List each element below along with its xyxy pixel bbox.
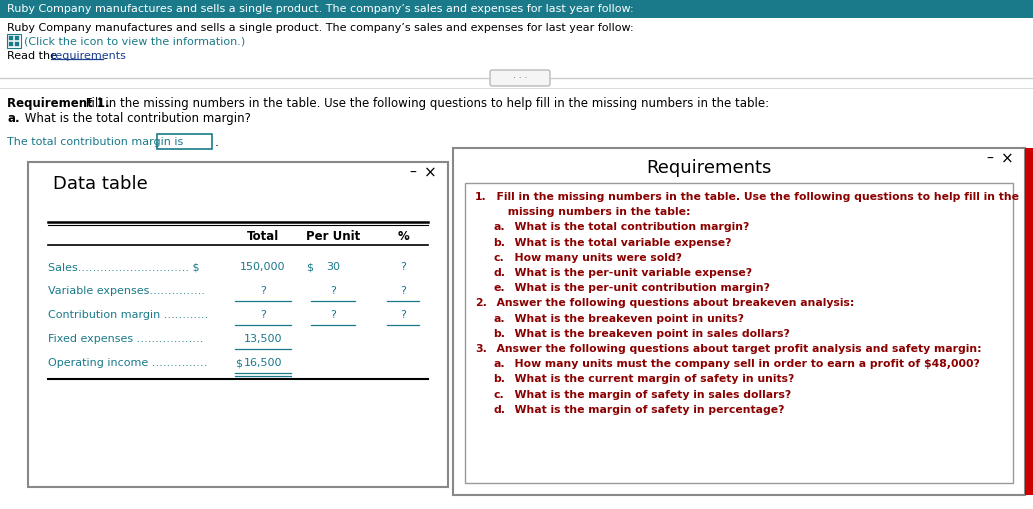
Text: Read the: Read the <box>7 51 61 61</box>
Text: How many units were sold?: How many units were sold? <box>507 253 682 263</box>
Text: ×: × <box>424 165 436 181</box>
FancyBboxPatch shape <box>1025 148 1033 495</box>
Text: ×: × <box>1001 152 1013 166</box>
Text: 2.: 2. <box>475 298 487 308</box>
FancyBboxPatch shape <box>0 0 1033 18</box>
FancyBboxPatch shape <box>8 41 12 45</box>
Text: Answer the following questions about target profit analysis and safety margin:: Answer the following questions about tar… <box>489 344 981 354</box>
Text: 3.: 3. <box>475 344 487 354</box>
Text: 1.: 1. <box>475 192 487 202</box>
Text: What is the total variable expense?: What is the total variable expense? <box>507 238 731 247</box>
Text: Sales………………………… $: Sales………………………… $ <box>48 262 199 272</box>
Text: b.: b. <box>493 238 505 247</box>
Text: a.: a. <box>7 111 20 125</box>
Text: Fill in the missing numbers in the table. Use the following questions to help fi: Fill in the missing numbers in the table… <box>82 97 770 109</box>
Text: ?: ? <box>400 310 406 320</box>
Text: d.: d. <box>493 268 505 278</box>
Text: missing numbers in the table:: missing numbers in the table: <box>489 207 690 217</box>
Text: %: % <box>397 231 409 243</box>
Text: ?: ? <box>260 286 265 296</box>
Text: ?: ? <box>260 310 265 320</box>
Text: · · ·: · · · <box>512 73 527 82</box>
FancyBboxPatch shape <box>8 35 12 40</box>
Text: Ruby Company manufactures and sells a single product. The company’s sales and ex: Ruby Company manufactures and sells a si… <box>7 4 633 14</box>
Text: Requirement 1.: Requirement 1. <box>7 97 109 109</box>
Text: What is the breakeven point in units?: What is the breakeven point in units? <box>507 314 744 324</box>
Text: –: – <box>987 152 994 166</box>
Text: e.: e. <box>493 283 505 293</box>
Text: Ruby Company manufactures and sells a single product. The company’s sales and ex: Ruby Company manufactures and sells a si… <box>7 23 633 33</box>
FancyBboxPatch shape <box>14 35 19 40</box>
Text: d.: d. <box>493 405 505 415</box>
Text: $: $ <box>306 262 313 272</box>
Text: What is the breakeven point in sales dollars?: What is the breakeven point in sales dol… <box>507 329 790 339</box>
Text: 150,000: 150,000 <box>241 262 286 272</box>
Text: What is the total contribution margin?: What is the total contribution margin? <box>507 222 749 233</box>
Text: ?: ? <box>331 286 336 296</box>
FancyBboxPatch shape <box>157 134 212 149</box>
Text: Answer the following questions about breakeven analysis:: Answer the following questions about bre… <box>489 298 854 308</box>
Text: –: – <box>409 166 416 180</box>
Text: 13,500: 13,500 <box>244 334 282 344</box>
Text: requirements: requirements <box>51 51 126 61</box>
Text: How many units must the company sell in order to earn a profit of $48,000?: How many units must the company sell in … <box>507 359 980 369</box>
Text: Variable expenses……………: Variable expenses…………… <box>48 286 205 296</box>
Text: ?: ? <box>400 286 406 296</box>
Text: .: . <box>104 51 107 61</box>
Text: a.: a. <box>493 314 505 324</box>
FancyBboxPatch shape <box>490 70 550 86</box>
Text: What is the current margin of safety in units?: What is the current margin of safety in … <box>507 375 794 384</box>
FancyBboxPatch shape <box>28 162 448 487</box>
Text: ?: ? <box>400 262 406 272</box>
Text: What is the total contribution margin?: What is the total contribution margin? <box>21 111 251 125</box>
Text: Data table: Data table <box>53 175 148 193</box>
Text: What is the per-unit contribution margin?: What is the per-unit contribution margin… <box>507 283 770 293</box>
Text: $: $ <box>234 358 242 368</box>
Text: a.: a. <box>493 222 505 233</box>
Text: What is the per-unit variable expense?: What is the per-unit variable expense? <box>507 268 752 278</box>
Text: Requirements: Requirements <box>647 159 772 177</box>
Text: Operating income ……………: Operating income …………… <box>48 358 208 368</box>
Text: Fixed expenses ………………: Fixed expenses ……………… <box>48 334 204 344</box>
FancyBboxPatch shape <box>465 183 1013 483</box>
Text: .: . <box>215 135 219 149</box>
Text: Fill in the missing numbers in the table. Use the following questions to help fi: Fill in the missing numbers in the table… <box>489 192 1019 202</box>
Text: Per Unit: Per Unit <box>306 231 361 243</box>
Text: (Click the icon to view the information.): (Click the icon to view the information.… <box>24 36 245 46</box>
Text: 30: 30 <box>326 262 340 272</box>
Text: a.: a. <box>493 359 505 369</box>
Text: b.: b. <box>493 375 505 384</box>
Text: 16,500: 16,500 <box>244 358 282 368</box>
Text: What is the margin of safety in percentage?: What is the margin of safety in percenta… <box>507 405 784 415</box>
Text: c.: c. <box>493 389 504 400</box>
Text: The total contribution margin is: The total contribution margin is <box>7 137 183 147</box>
FancyBboxPatch shape <box>14 41 19 45</box>
Text: c.: c. <box>493 253 504 263</box>
Text: Contribution margin …………: Contribution margin ………… <box>48 310 209 320</box>
Text: What is the margin of safety in sales dollars?: What is the margin of safety in sales do… <box>507 389 791 400</box>
Text: Total: Total <box>247 231 279 243</box>
FancyBboxPatch shape <box>453 148 1025 495</box>
Text: b.: b. <box>493 329 505 339</box>
Text: ?: ? <box>331 310 336 320</box>
